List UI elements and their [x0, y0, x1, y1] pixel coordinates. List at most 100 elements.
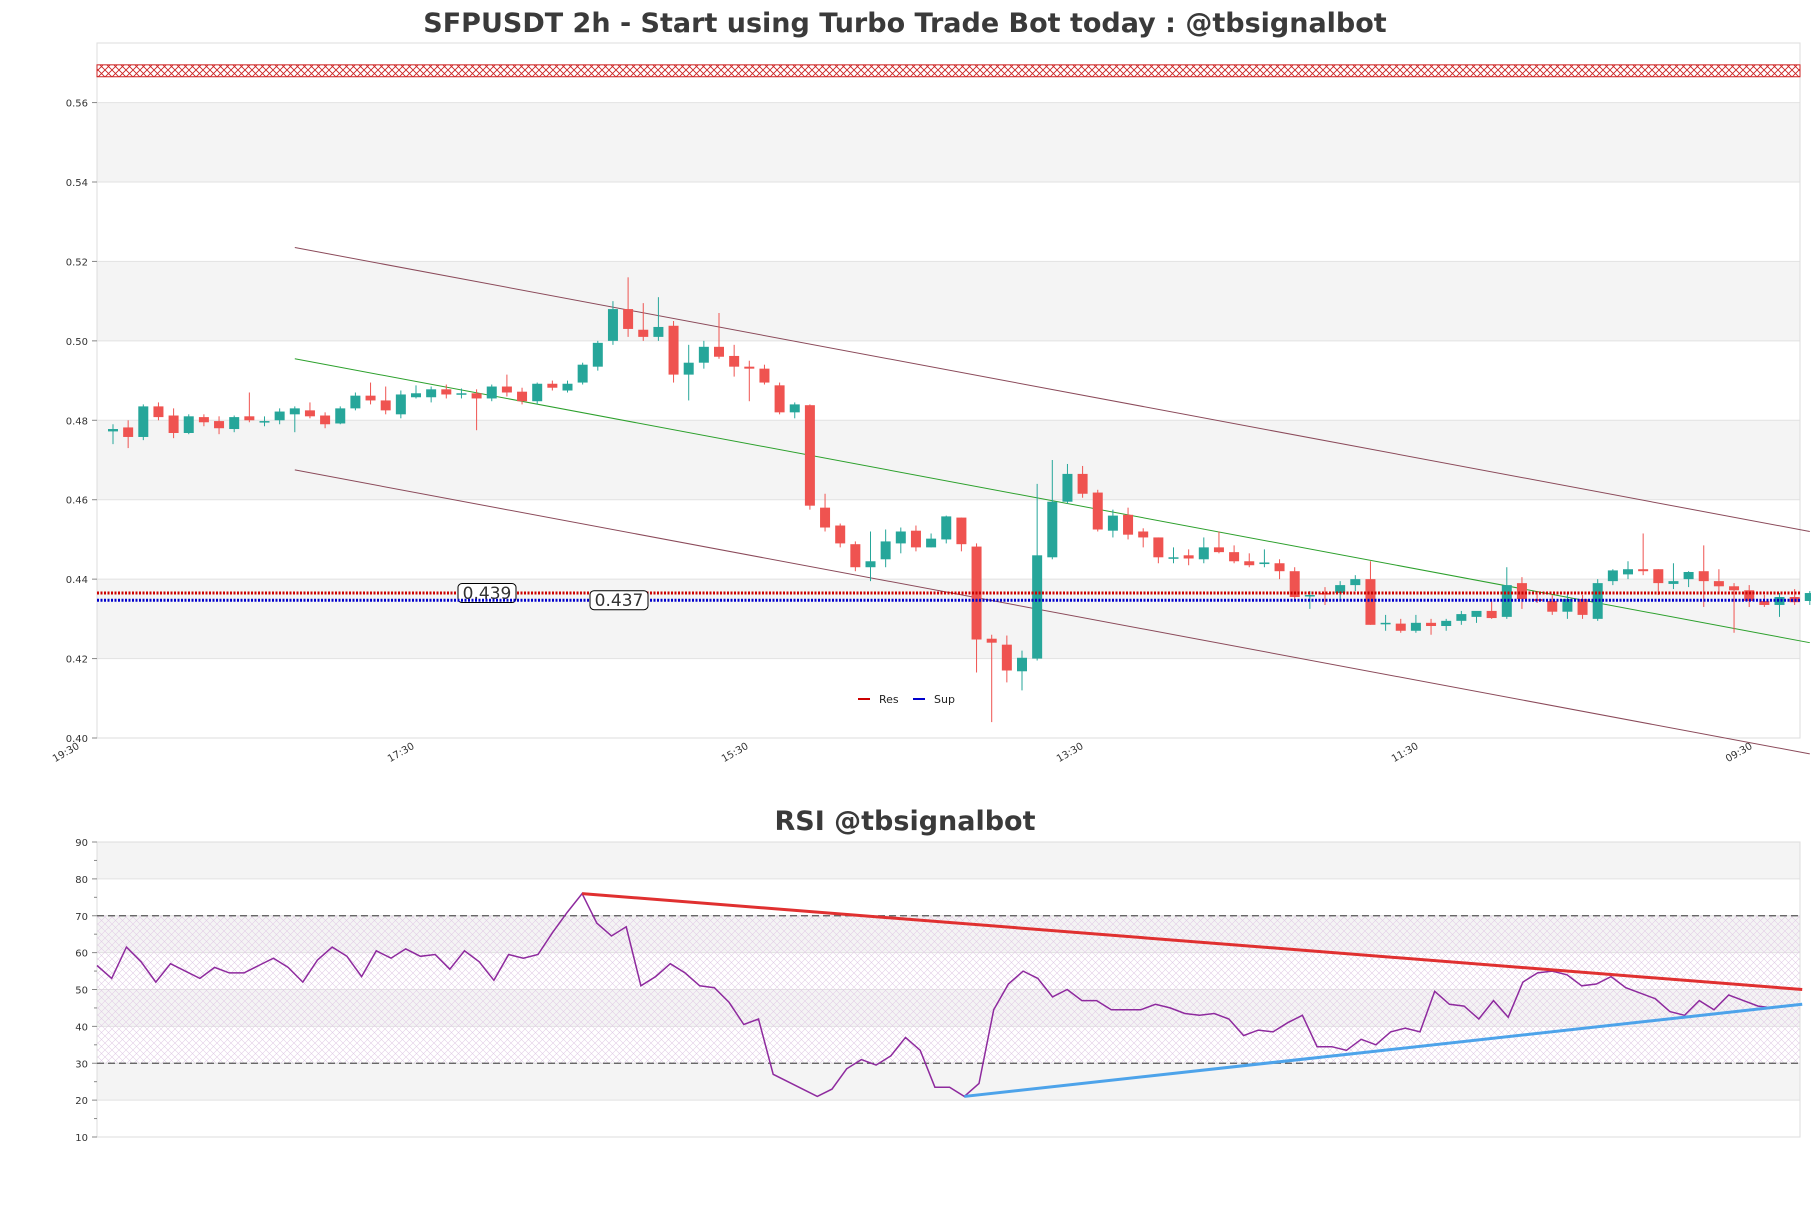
candle-down [1744, 590, 1755, 601]
rsi-y-axis: 10 20 30 40 50 60 70 80 90 [75, 838, 97, 1144]
rsi-y-tick-label: 10 [75, 1133, 88, 1144]
candle-up [350, 395, 361, 409]
candle-down [304, 410, 315, 417]
price-y-axis: 0.40 0.42 0.44 0.46 0.48 0.50 0.52 0.54 0.56 [66, 99, 97, 745]
grid-band [97, 102, 1800, 182]
y-tick-label: 0.42 [66, 655, 88, 666]
channel-upper-line [294, 247, 1810, 532]
y-tick-label: 0.54 [66, 178, 88, 189]
candle-up [411, 393, 421, 398]
support-label: 0.437 [595, 591, 644, 611]
y-tick-label: 0.52 [66, 257, 88, 268]
candle-down [1213, 547, 1224, 553]
rsi-y-tick-label: 40 [75, 1022, 88, 1033]
candle-up [1107, 515, 1118, 531]
price-chart-title: SFPUSDT 2h - Start using Turbo Trade Bot… [423, 8, 1387, 39]
candle-up [1774, 597, 1785, 605]
candle-down [441, 389, 452, 395]
candle-down [365, 395, 376, 401]
rsi-line [96, 892, 1788, 1098]
candle-down [774, 385, 785, 413]
candle-down [1365, 579, 1376, 625]
x-tick-label: 15:30 [720, 741, 750, 765]
candle-down [1713, 581, 1724, 587]
rsi-y-tick-label: 70 [75, 912, 88, 923]
grid-band [97, 579, 1800, 659]
rsi-support-trendline [964, 1002, 1803, 1098]
candle-up [1047, 501, 1058, 558]
candle-down [471, 393, 482, 399]
candle-up [895, 531, 906, 544]
candle-down [1759, 600, 1770, 605]
support-resistance-lines: 0.439 0.437 [97, 583, 1800, 611]
candle-down [517, 391, 528, 402]
grid-band [97, 420, 1800, 500]
candle-down [1138, 531, 1149, 538]
rsi-chart-title: RSI @tbsignalbot [774, 806, 1035, 837]
candle-up [592, 342, 603, 367]
legend-res-label: Res [879, 693, 899, 706]
price-x-axis: 19:30 17:30 15:30 13:30 11:30 09:30 [51, 741, 1754, 765]
candle-up [683, 362, 694, 375]
candle-up [1410, 622, 1421, 631]
candle-up [1168, 557, 1179, 559]
candle-down [910, 530, 921, 548]
x-tick-label: 13:30 [1055, 741, 1085, 765]
candle-down [123, 427, 134, 437]
rsi-y-tick-label: 80 [75, 875, 88, 886]
candle-up [138, 406, 149, 437]
candle-up [1062, 473, 1073, 502]
y-tick-label: 0.56 [66, 99, 88, 110]
candle-up [1335, 585, 1346, 594]
candle-up [1017, 657, 1027, 672]
candle-up [335, 408, 346, 424]
rsi-y-tick-label: 30 [75, 1059, 88, 1070]
candle-down [1577, 599, 1588, 615]
candle-up [259, 421, 270, 423]
candle-down [320, 415, 331, 425]
candle-down [1229, 552, 1240, 562]
candle-up [108, 429, 118, 432]
x-tick-label: 09:30 [1724, 741, 1754, 765]
candle-down [668, 325, 679, 375]
y-tick-label: 0.44 [66, 575, 88, 586]
candle-down [638, 329, 649, 337]
candle-up [1350, 579, 1361, 586]
rsi-resistance-trendline [581, 892, 1803, 991]
candle-down [986, 638, 997, 643]
candle-down [744, 366, 755, 369]
candle-down [1153, 537, 1164, 558]
candle-down [759, 368, 770, 383]
candle-down [1547, 600, 1558, 612]
candle-down [380, 400, 391, 411]
candle-down [1698, 571, 1709, 582]
candlestick-series [108, 277, 1811, 723]
candle-down [501, 386, 512, 393]
candle-down [714, 346, 724, 357]
candle-up [229, 417, 240, 430]
x-tick-label: 17:30 [386, 741, 416, 765]
candle-down [1486, 610, 1497, 619]
candle-down [1426, 622, 1437, 627]
rsi-y-tick-label: 90 [75, 838, 88, 849]
candle-up [1198, 547, 1209, 560]
candle-up [289, 408, 300, 415]
candle-down [1244, 561, 1255, 566]
candle-up [577, 364, 588, 383]
price-grid-bands [97, 102, 1800, 739]
legend-sup-label: Sup [934, 693, 955, 706]
rsi-y-tick-label: 60 [75, 949, 88, 960]
grid-band [97, 261, 1800, 341]
candle-up [926, 538, 937, 548]
candle-up [1501, 585, 1512, 617]
candle-up [1032, 555, 1043, 659]
rsi-series [96, 892, 1803, 1098]
rsi-neutral-zone-hatch [97, 915, 1800, 1064]
candle-up [1623, 569, 1633, 575]
candle-up [1456, 614, 1467, 621]
candle-up [395, 394, 406, 415]
candle-down [547, 383, 558, 388]
candle-up [1562, 599, 1573, 612]
candle-up [941, 516, 952, 540]
